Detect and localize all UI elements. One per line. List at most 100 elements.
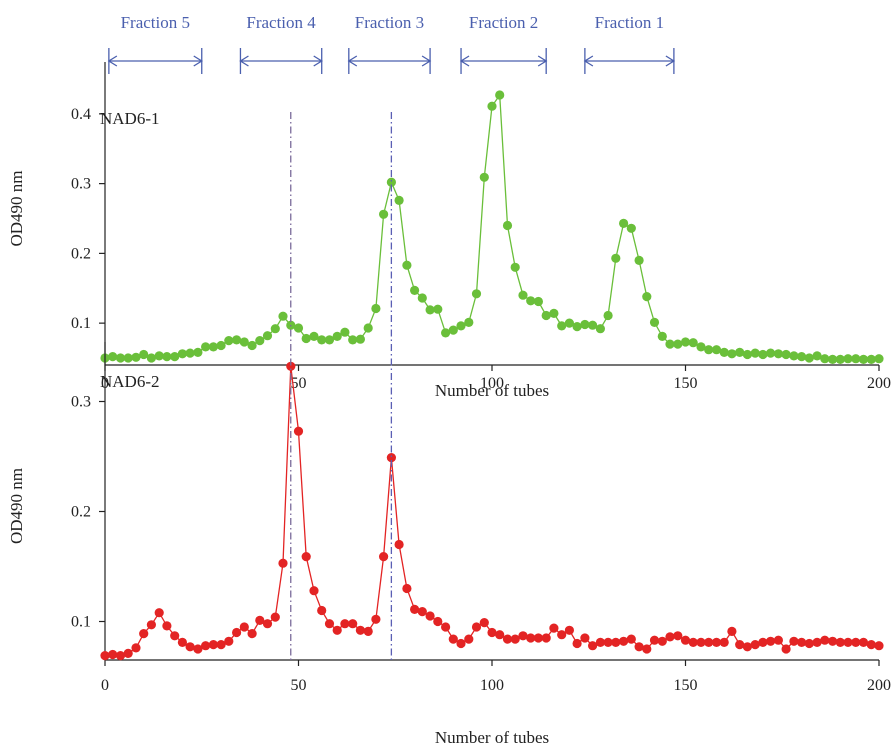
y-tick-label: 0.3 (71, 176, 91, 193)
data-point (688, 338, 698, 348)
x-tick-label: 150 (674, 375, 698, 392)
data-point (293, 323, 304, 333)
data-point (239, 622, 249, 632)
y-tick-label: 0.1 (71, 614, 91, 631)
data-point (348, 335, 358, 345)
data-point (781, 644, 791, 654)
data-point (441, 622, 451, 632)
fraction-3-label: Fraction 3 (355, 13, 424, 32)
data-point (649, 317, 660, 327)
fraction-1-label: Fraction 1 (595, 13, 664, 32)
data-point (564, 625, 575, 635)
data-point (348, 619, 358, 629)
data-point (100, 651, 110, 661)
data-point (828, 354, 838, 364)
left-arrowhead-icon (107, 55, 118, 67)
data-point (317, 605, 327, 616)
data-point (185, 642, 195, 652)
right-arrowhead-icon (313, 55, 323, 67)
data-point (108, 352, 118, 362)
y-tick-label: 0.2 (71, 504, 91, 521)
data-point (340, 327, 350, 337)
data-point (394, 539, 404, 550)
data-point (711, 345, 722, 355)
fraction-bracket (107, 48, 203, 74)
data-point (735, 640, 745, 650)
data-point (557, 321, 567, 331)
data-point (665, 339, 675, 349)
data-point (789, 351, 799, 361)
data-point (680, 635, 691, 645)
fraction-brackets: Fraction 5 Fraction 4 Fraction 3 Fractio… (107, 13, 676, 74)
data-point (123, 353, 133, 363)
data-point (479, 618, 489, 628)
x-tick-label: 200 (867, 677, 891, 694)
panel-nad6-2: NAD6-2 OD490 nm Number of tubes 0.1 0.2 0.… (7, 342, 891, 747)
data-point (696, 637, 706, 648)
data-point (866, 640, 876, 650)
data-point (324, 335, 335, 345)
y-tick-label: 0.1 (71, 315, 91, 332)
x-tick-label: 200 (867, 375, 891, 392)
data-point (232, 627, 242, 638)
data-point (402, 583, 412, 594)
data-point (541, 633, 551, 643)
data-point (526, 296, 536, 306)
data-point (773, 349, 784, 359)
data-point (309, 586, 319, 596)
data-point (812, 351, 822, 361)
data-point (123, 648, 133, 659)
panel-nad6-1: NAD6-1 OD490 nm Number of tubes 0.1 0.2 0.… (7, 62, 891, 400)
x-tick-label: 50 (291, 375, 307, 392)
data-point (874, 354, 884, 364)
data-point (146, 353, 156, 363)
data-point (433, 304, 443, 314)
data-point (626, 223, 636, 233)
left-arrowhead-icon (347, 55, 358, 67)
fraction-bracket (347, 48, 432, 74)
data-point (634, 255, 644, 265)
left-arrowhead-icon (583, 55, 594, 67)
data-point (177, 637, 187, 648)
data-point (487, 627, 497, 638)
data-point (835, 354, 845, 364)
data-point (139, 349, 149, 360)
data-point (665, 632, 675, 642)
data-point (162, 621, 172, 631)
data-point (154, 608, 164, 618)
data-point (464, 317, 474, 327)
data-point (611, 253, 621, 263)
data-point (619, 636, 629, 646)
data-point (704, 637, 714, 648)
data-point (216, 340, 226, 351)
data-point (533, 296, 544, 307)
data-point (510, 634, 520, 644)
data-point (162, 352, 172, 362)
data-point (727, 349, 737, 359)
data-point (673, 339, 683, 349)
data-point (317, 335, 327, 345)
data-point (309, 331, 319, 341)
data-point (332, 625, 342, 635)
data-point (247, 629, 257, 639)
y-tick-label: 0.2 (71, 245, 91, 262)
fraction-2-label: Fraction 2 (469, 13, 538, 32)
data-point (696, 342, 706, 352)
data-point (208, 342, 218, 352)
data-point (858, 637, 869, 648)
data-point (456, 638, 466, 649)
data-point (262, 619, 273, 629)
data-point (185, 348, 195, 358)
data-point (797, 352, 807, 362)
data-point (557, 630, 567, 640)
data-point (588, 641, 598, 651)
right-arrowhead-icon (537, 55, 548, 67)
data-point (131, 352, 141, 362)
data-point (425, 611, 435, 621)
data-point (820, 635, 830, 645)
x-axis-title-bottom: Number of tubes (435, 728, 549, 747)
data-point (216, 640, 226, 650)
data-point (371, 614, 381, 624)
data-point (603, 310, 613, 321)
data-point (580, 633, 590, 643)
